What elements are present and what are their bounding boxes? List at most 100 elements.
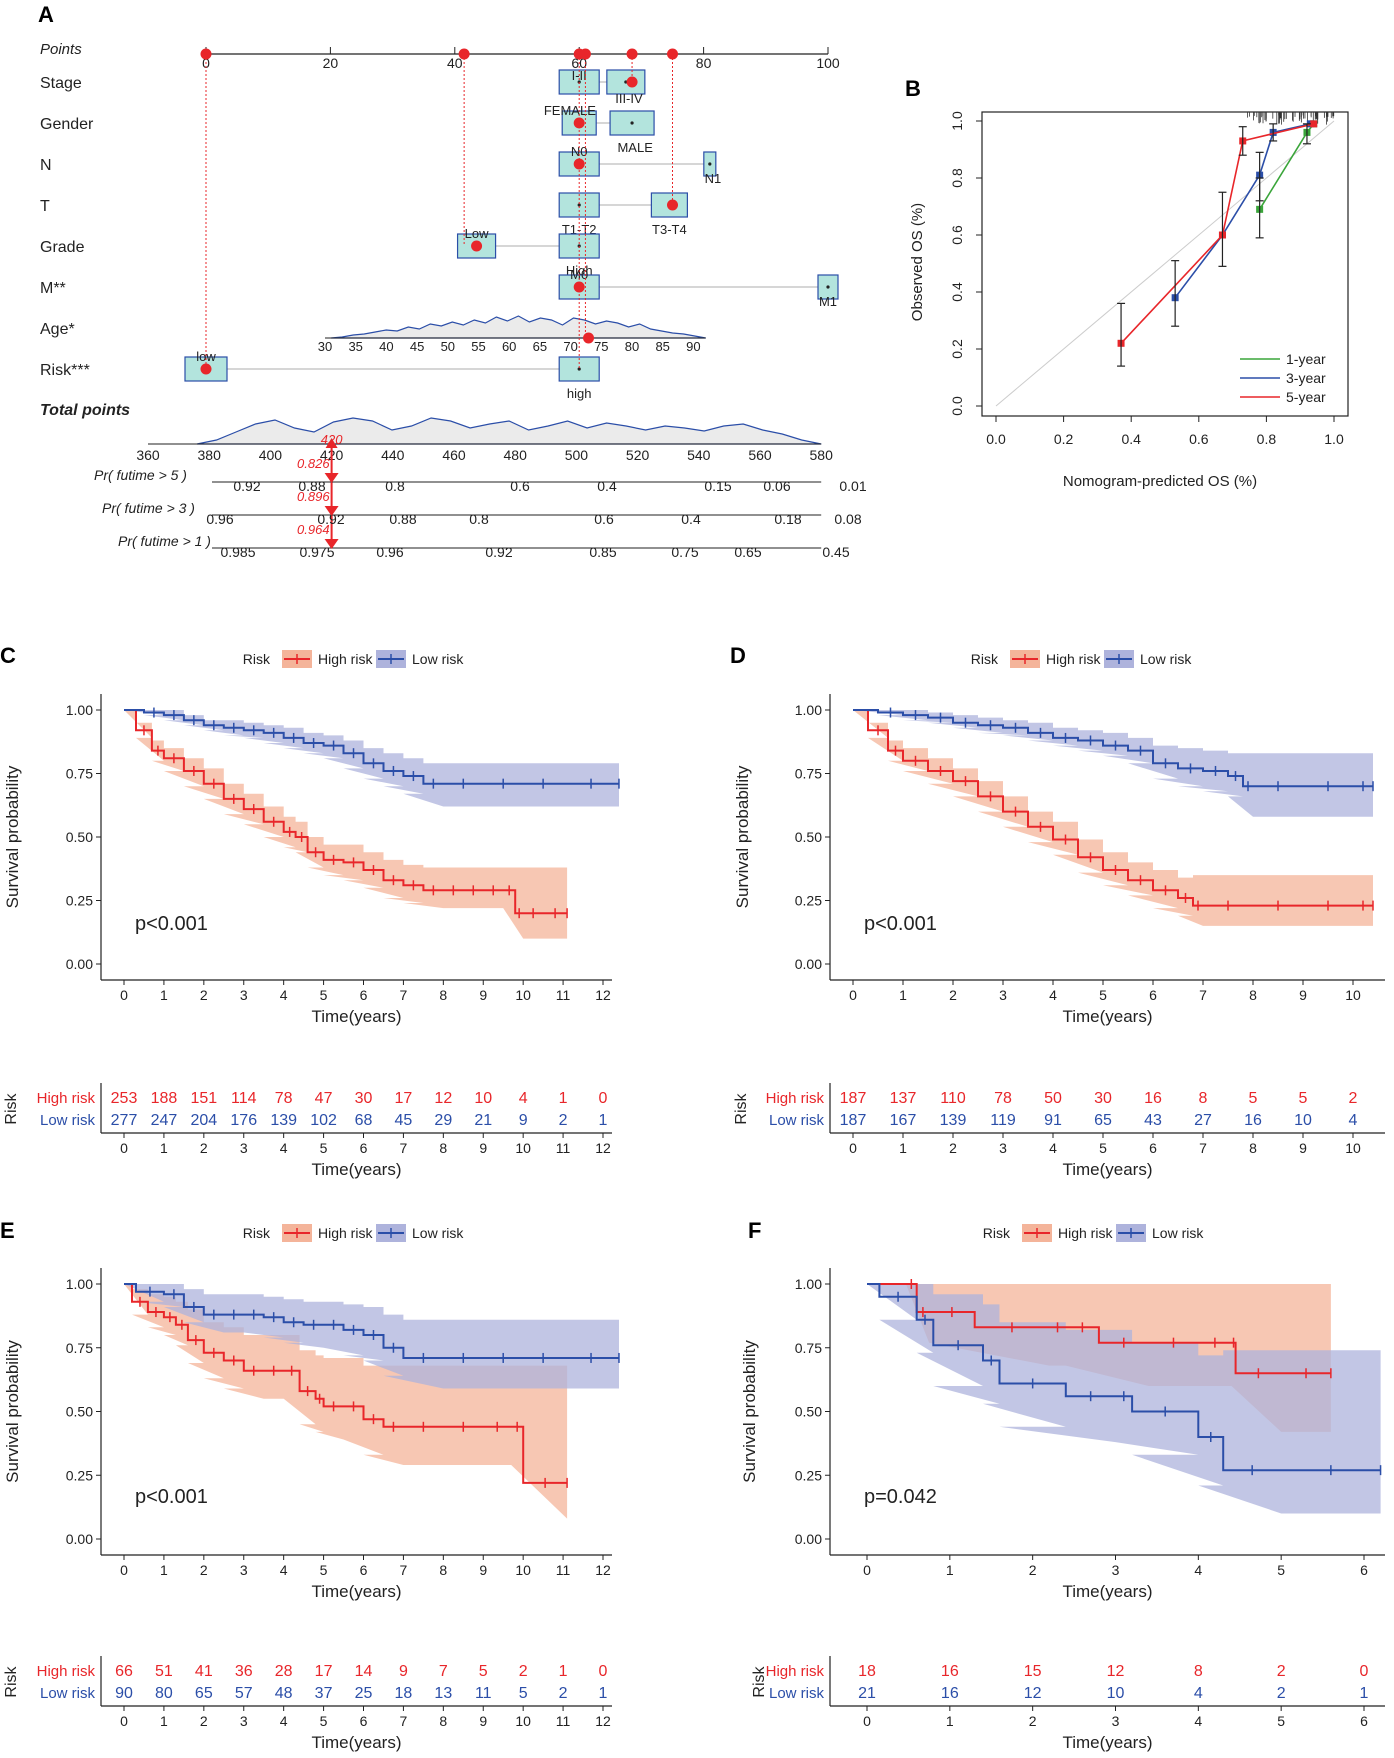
km-x-tick-label: 11	[556, 1562, 571, 1578]
age-tick-label: 85	[655, 339, 669, 354]
probability-tick-label: 0.18	[774, 511, 801, 527]
km-x-tick-label: 5	[1277, 1562, 1285, 1578]
risk-table-count-high: 50	[1044, 1090, 1062, 1107]
age-tick-label: 65	[533, 339, 547, 354]
total-tick-label: 580	[810, 447, 834, 463]
risk-table-row-label: High risk	[37, 1663, 96, 1680]
km-y-tick-label: 1.00	[795, 1276, 822, 1292]
probability-tick-label: 0.96	[376, 544, 403, 560]
risk-table-count-high: 66	[115, 1663, 133, 1680]
probability-tick-label: 0.75	[671, 544, 698, 560]
risk-table-x-tick-label: 6	[1149, 1140, 1157, 1156]
total-tick-label: 540	[687, 447, 711, 463]
calibration-x-tick-label: 0.2	[1054, 431, 1074, 447]
calibration-y-tick-label: 0.2	[949, 339, 965, 359]
risk-table-count-low: 11	[475, 1685, 492, 1702]
probability-tick-label: 0.92	[485, 544, 512, 560]
km-p-value: p<0.001	[864, 913, 937, 935]
risk-table-x-tick-label: 8	[439, 1140, 447, 1156]
km-x-tick-label: 6	[360, 1562, 368, 1578]
risk-table-x-tick-label: 2	[200, 1140, 208, 1156]
risk-table-count-low: 167	[890, 1112, 917, 1129]
nomogram-variable-label: Stage	[40, 75, 82, 92]
risk-table-count-low: 80	[155, 1685, 173, 1702]
risk-table-count-high: 51	[155, 1663, 173, 1680]
risk-table-x-tick-label: 2	[200, 1713, 208, 1729]
km-x-tick-label: 6	[1360, 1562, 1368, 1578]
risk-table-count-high: 17	[315, 1663, 333, 1680]
risk-table-x-tick-label: 3	[1112, 1713, 1120, 1729]
risk-table-title: Risk	[733, 1092, 750, 1124]
km-x-tick-label: 8	[439, 1562, 447, 1578]
panel-label-e: E	[0, 1218, 15, 1243]
risk-table-count-low: 45	[395, 1112, 413, 1129]
km-x-tick-label: 1	[160, 1562, 168, 1578]
risk-table-x-tick-label: 7	[400, 1140, 408, 1156]
km-y-tick-label: 1.00	[66, 702, 93, 718]
calibration-y-tick-label: 0.6	[949, 225, 965, 245]
risk-table-count-low: 187	[840, 1112, 867, 1129]
km-y-tick-label: 0.25	[66, 893, 93, 909]
nomogram-level-label: M1	[819, 294, 837, 309]
probability-tick-label: 0.01	[839, 478, 866, 494]
risk-table-count-high: 4	[519, 1090, 528, 1107]
risk-table-count-low: 21	[474, 1112, 492, 1129]
km-x-tick-label: 2	[1029, 1562, 1037, 1578]
risk-table-count-high: 78	[994, 1090, 1012, 1107]
km-x-tick-label: 6	[360, 987, 368, 1003]
panel-label-a: A	[38, 2, 54, 27]
calibration-x-tick-label: 0.8	[1257, 431, 1277, 447]
figure: Points020406080100StageI-IIIII-IVGenderF…	[0, 0, 1394, 1758]
km-p-value: p<0.001	[135, 1486, 208, 1508]
km-x-tick-label: 2	[949, 987, 957, 1003]
risk-table-count-high: 17	[395, 1090, 413, 1107]
risk-table-count-high: 8	[1194, 1663, 1203, 1680]
km-legend-label: Low risk	[412, 1225, 464, 1241]
risk-table-count-low: 277	[111, 1112, 138, 1129]
probability-axis-label: Pr( futime > 3 )	[102, 500, 195, 516]
risk-table-count-high: 14	[355, 1663, 373, 1680]
km-legend-title: Risk	[971, 651, 999, 667]
risk-table-x-tick-label: 4	[280, 1140, 288, 1156]
risk-table-x-axis-title: Time(years)	[311, 1733, 401, 1752]
risk-table-x-tick-label: 1	[160, 1140, 168, 1156]
age-tick-label: 35	[348, 339, 362, 354]
probability-tick-label: 0.6	[510, 478, 530, 494]
risk-table-x-tick-label: 1	[899, 1140, 907, 1156]
risk-table-count-low: 2	[559, 1685, 568, 1702]
calibration-y-tick-label: 0.8	[949, 168, 965, 188]
risk-table-count-high: 0	[599, 1090, 608, 1107]
risk-table-row-label: High risk	[766, 1663, 825, 1680]
risk-table-count-low: 204	[190, 1112, 217, 1129]
risk-table-count-low: 1	[599, 1112, 608, 1129]
age-marker	[583, 333, 594, 344]
km-legend-title: Risk	[243, 651, 271, 667]
risk-table-count-high: 15	[1024, 1663, 1042, 1680]
km-x-tick-label: 12	[595, 1562, 611, 1578]
km-y-tick-label: 0.25	[795, 893, 822, 909]
total-tick-label: 500	[565, 447, 589, 463]
calibration-legend-label: 1-year	[1286, 351, 1326, 367]
km-x-tick-label: 4	[1194, 1562, 1202, 1578]
risk-table-count-low: 91	[1044, 1112, 1062, 1129]
nomogram-level-label: Low	[465, 226, 489, 241]
nomogram-variable-label: M**	[40, 280, 66, 297]
probability-tick-label: 0.15	[704, 478, 731, 494]
probability-tick-label: 0.8	[469, 511, 489, 527]
age-tick-label: 30	[318, 339, 332, 354]
km-x-tick-label: 9	[1299, 987, 1307, 1003]
age-tick-label: 60	[502, 339, 516, 354]
risk-table-count-high: 1	[559, 1090, 568, 1107]
km-x-tick-label: 1	[899, 987, 907, 1003]
km-x-tick-label: 8	[439, 987, 447, 1003]
risk-table-count-high: 5	[1249, 1090, 1258, 1107]
km-x-tick-label: 11	[556, 987, 571, 1003]
total-tick-label: 560	[748, 447, 772, 463]
risk-table-count-low: 1	[599, 1685, 608, 1702]
total-tick-label: 400	[259, 447, 283, 463]
nomogram-level-label: FEMALE	[544, 103, 596, 118]
risk-table-count-high: 7	[439, 1663, 448, 1680]
risk-table-count-low: 5	[519, 1685, 528, 1702]
risk-table-count-high: 2	[1277, 1663, 1286, 1680]
nomogram-level-label: high	[567, 386, 592, 401]
